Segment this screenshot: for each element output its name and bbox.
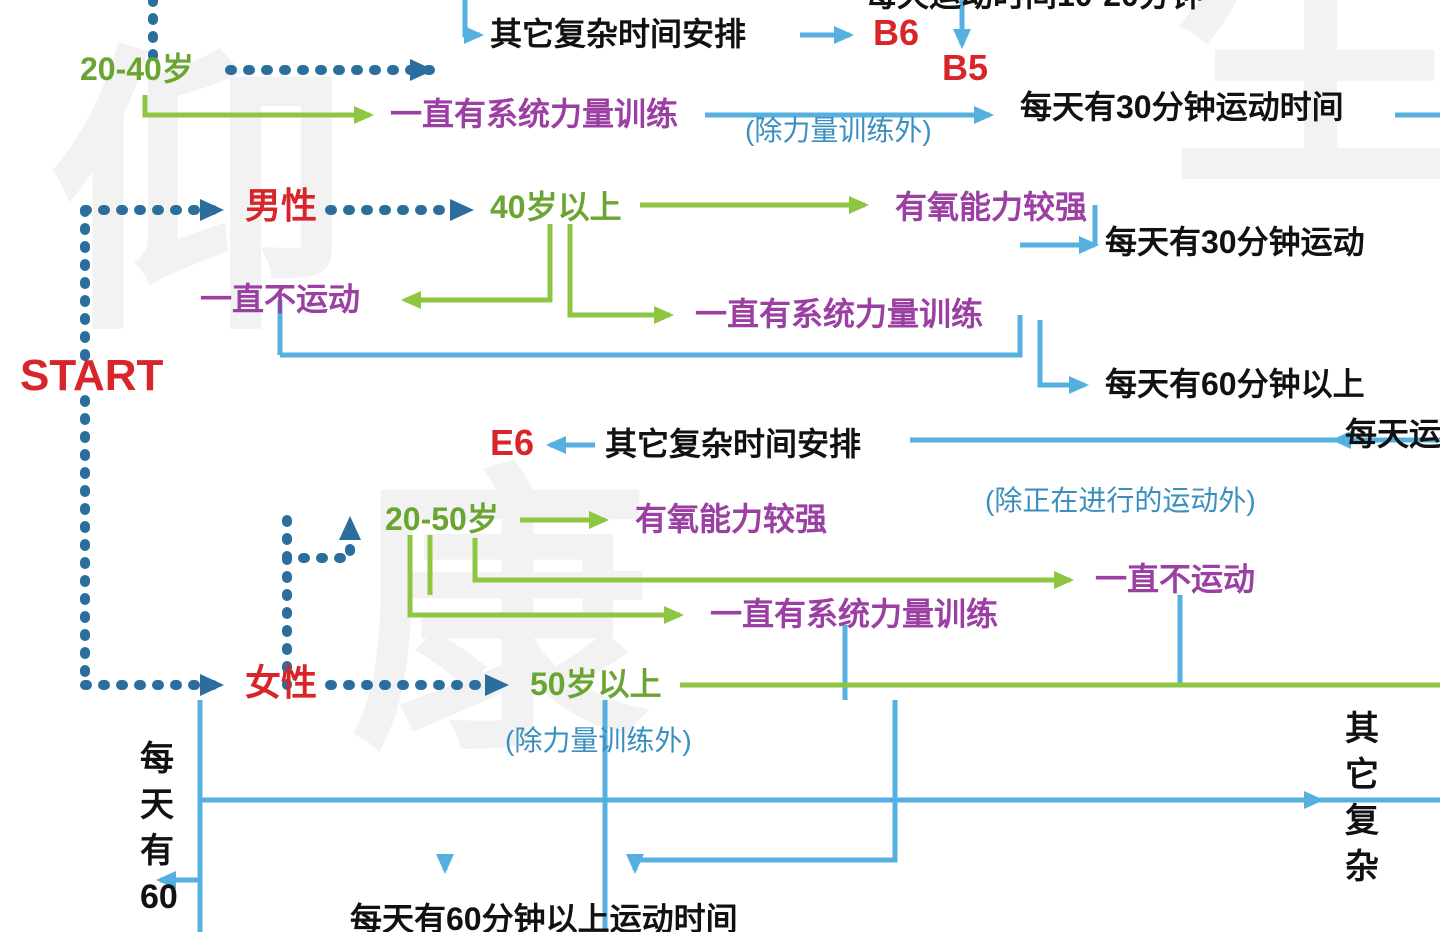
node-top_partial: 每天运动时间10-20分钟 xyxy=(865,0,1203,13)
node-aerobic_strong1: 有氧能力较强 xyxy=(895,189,1087,225)
flowchart-canvas: 仰 康 生 START20-40岁男性40岁以上有氧能力较强一直有系统力量训练(… xyxy=(0,0,1440,932)
node-note_except3: (除力量训练外) xyxy=(505,725,692,756)
node-daily60a: 每天有60分钟以上 xyxy=(1105,366,1365,402)
node-daily_b: 每天运 xyxy=(1345,416,1440,452)
node-train_sys3: 一直有系统力量训练 xyxy=(710,596,998,632)
node-other_schedule2: 其它复杂时间安排 xyxy=(605,426,861,462)
node-note_except2: (除正在进行的运动外) xyxy=(985,485,1256,516)
node-age_20_40: 20-40岁 xyxy=(80,51,194,87)
vtext-left_daily60-1: 天 xyxy=(140,786,174,824)
node-no_exercise2: 一直不运动 xyxy=(1095,561,1255,597)
node-start: START xyxy=(20,351,164,400)
node-aerobic_strong2: 有氧能力较强 xyxy=(635,501,827,537)
node-b6: B6 xyxy=(873,12,919,53)
node-age_40_plus: 40岁以上 xyxy=(490,189,622,225)
node-no_exercise1: 一直不运动 xyxy=(200,281,360,317)
node-b5: B5 xyxy=(942,47,988,88)
node-female: 女性 xyxy=(245,662,317,703)
node-daily30a: 每天有30分钟运动时间 xyxy=(1020,89,1344,125)
node-male: 男性 xyxy=(245,185,317,226)
node-other_schedule1: 其它复杂时间安排 xyxy=(490,16,746,52)
node-train_sys1: 一直有系统力量训练 xyxy=(390,96,678,132)
vtext-left_daily60-3: 60 xyxy=(140,878,178,916)
node-daily30b: 每天有30分钟运动 xyxy=(1105,224,1365,260)
node-train_sys2: 一直有系统力量训练 xyxy=(695,296,983,332)
node-daily60b: 每天有60分钟以上运动时间 xyxy=(350,901,738,932)
vtext-right_other-0: 其 xyxy=(1345,710,1379,748)
node-age_20_50: 20-50岁 xyxy=(385,501,499,537)
vtext-right_other-1: 它 xyxy=(1345,756,1379,794)
node-e6: E6 xyxy=(490,422,534,463)
vtext-right_other-2: 复 xyxy=(1345,802,1379,840)
vtext-right_other-3: 杂 xyxy=(1345,848,1379,886)
vtext-left_daily60-2: 有 xyxy=(140,832,174,870)
vtext-left_daily60-0: 每 xyxy=(140,740,174,778)
node-note_except1: (除力量训练外) xyxy=(745,115,932,146)
node-age_50_plus: 50岁以上 xyxy=(530,666,662,702)
